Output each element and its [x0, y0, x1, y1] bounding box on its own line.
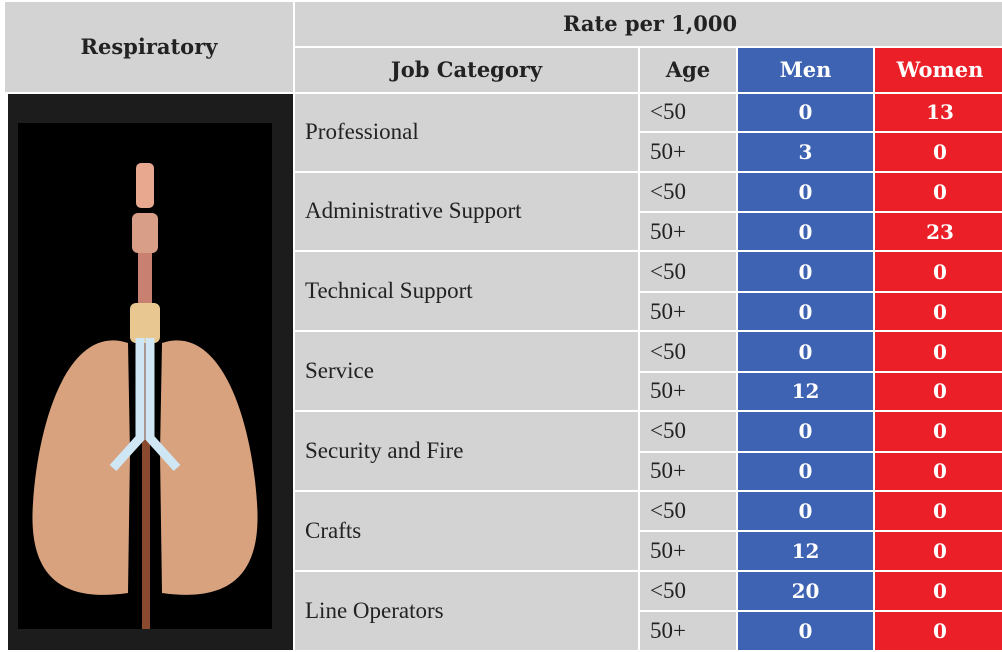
men-rate: 12 [736, 370, 875, 413]
job-category: Technical Support [293, 250, 640, 333]
men-rate: 0 [736, 490, 875, 533]
age: <50 [638, 330, 738, 373]
job-category: Administrative Support [293, 170, 640, 253]
table-row: 50+ 0 0 [4, 290, 1002, 333]
table-row: 50+ 3 0 [4, 131, 1002, 173]
right-lung [160, 339, 258, 595]
women-rate: 0 [872, 290, 1002, 333]
women-rate: 0 [872, 530, 1002, 572]
table-row: Service <50 0 0 [4, 330, 1002, 413]
women-rate: 0 [872, 610, 1002, 652]
header-row: Respiratory Rate per 1,000 [3, 0, 1002, 94]
table-row: Crafts <50 0 0 [4, 490, 1002, 572]
job-category: Line Operators [293, 569, 640, 652]
title: Respiratory [3, 0, 295, 94]
table-row: Security and Fire <50 0 0 [4, 410, 1002, 493]
men-rate: 0 [736, 330, 875, 373]
thyroid [130, 302, 160, 343]
men-rate: 0 [736, 210, 875, 253]
women-rate: 0 [872, 410, 1002, 453]
table-row: Technical Support <50 0 0 [4, 250, 1002, 333]
men-rate: 0 [736, 250, 875, 293]
age: <50 [638, 490, 738, 533]
women-rate: 0 [872, 490, 1002, 533]
women-rate: 0 [872, 569, 1002, 613]
table-row: 50+ 0 0 [4, 450, 1002, 493]
men-rate: 12 [736, 530, 875, 572]
women-rate: 0 [872, 370, 1002, 413]
age: <50 [638, 170, 738, 213]
age: 50+ [638, 450, 738, 493]
men-rate: 0 [736, 610, 875, 652]
men-rate: 0 [736, 91, 875, 134]
women-rate: 23 [872, 210, 1002, 253]
job-category: Professional [293, 91, 640, 173]
age: 50+ [638, 530, 738, 572]
men-rate: 20 [736, 569, 875, 613]
lungs-image [18, 122, 272, 629]
women-rate: 0 [872, 131, 1002, 173]
table-row: 50+ 12 0 [4, 530, 1002, 572]
job-category: Service [293, 330, 640, 413]
men-rate: 3 [736, 131, 875, 173]
age: <50 [638, 410, 738, 453]
age: <50 [638, 250, 738, 293]
larynx [136, 162, 154, 208]
table-row: Line Operators <50 20 0 [4, 569, 1002, 652]
trachea [109, 337, 181, 471]
larynx [132, 212, 158, 253]
age: 50+ [638, 210, 738, 253]
age: 50+ [638, 610, 738, 652]
pharynx [138, 252, 152, 303]
men-rate: 0 [736, 410, 875, 453]
table-row: 50+ 0 0 [4, 610, 1002, 652]
men-rate: 0 [736, 170, 875, 213]
rate-header: Rate per 1,000 [292, 0, 1002, 48]
esophagus [142, 342, 150, 629]
age: 50+ [638, 370, 738, 413]
column-header: Men [736, 45, 875, 94]
job-category: Security and Fire [293, 410, 640, 493]
table-row: 50+ 0 23 [4, 210, 1002, 253]
women-rate: 0 [872, 330, 1002, 373]
women-rate: 0 [872, 170, 1002, 213]
women-rate: 0 [872, 450, 1002, 493]
header-row: Job Category Age Men Women [4, 45, 1002, 94]
women-rate: 13 [872, 91, 1002, 134]
table-row: Professional <50 0 13 [0, 91, 1002, 652]
men-rate: 0 [736, 450, 875, 493]
column-header: Age [638, 45, 738, 94]
job-category: Crafts [293, 490, 640, 572]
age: 50+ [638, 290, 738, 333]
age: <50 [638, 91, 738, 134]
image-cell [0, 91, 295, 652]
age: 50+ [638, 131, 738, 173]
left-lung [32, 339, 130, 595]
table-row: 50+ 12 0 [4, 370, 1002, 413]
column-header: Women [872, 45, 1002, 94]
column-header: Job Category [293, 45, 640, 94]
men-rate: 0 [736, 290, 875, 333]
women-rate: 0 [872, 250, 1002, 293]
age: <50 [638, 569, 738, 613]
table-row: Administrative Support <50 0 0 [4, 170, 1002, 253]
